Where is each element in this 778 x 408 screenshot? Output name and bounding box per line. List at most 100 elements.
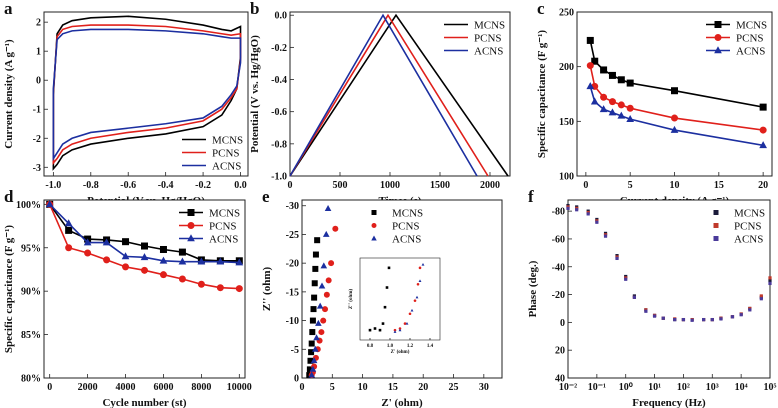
x-tick-label: 8000 xyxy=(191,382,211,393)
data-point xyxy=(309,317,316,324)
data-point xyxy=(418,266,422,270)
y-tick-label: -1.0 xyxy=(271,172,287,183)
y-tick-label: -30 xyxy=(286,201,299,212)
chart-panel: 05101520100150200250Current density (A g… xyxy=(536,0,773,207)
data-point xyxy=(178,248,186,256)
data-point xyxy=(608,98,616,106)
inset-chart: 0.8 1.0 1.2 1.4 Z' (ohm) Z'' (ohm) xyxy=(349,257,441,355)
legend-marker xyxy=(371,223,377,228)
y-tick-label: 0 xyxy=(36,76,41,87)
legend-label: MCNS xyxy=(209,208,240,220)
x-tick-label: 500 xyxy=(333,180,348,191)
y-tick-label: 0 xyxy=(560,318,565,329)
data-point xyxy=(759,141,767,149)
x-tick-label: 10¹ xyxy=(648,382,661,393)
legend-label: ACNS xyxy=(736,46,765,58)
data-point xyxy=(159,256,168,264)
y-tick-label: -10 xyxy=(286,316,299,327)
x-tick-label: 0.8 xyxy=(367,344,374,349)
data-point xyxy=(626,79,634,87)
data-point xyxy=(311,280,318,287)
series-line xyxy=(289,13,478,177)
x-tick-label: -0.6 xyxy=(120,180,136,191)
x-tick-label: 15 xyxy=(388,382,398,393)
data-point xyxy=(378,328,382,332)
data-point xyxy=(410,308,414,312)
data-point xyxy=(603,234,608,238)
x-tick-label: 10000 xyxy=(227,382,252,393)
y-tick-label: 85% xyxy=(21,330,41,341)
data-point xyxy=(178,275,186,283)
data-point xyxy=(416,282,420,286)
y-tick-label: 95% xyxy=(21,243,41,254)
data-point xyxy=(312,345,319,352)
legend-label: MCNS xyxy=(474,20,505,32)
data-point xyxy=(315,319,322,326)
legend-label: PCNS xyxy=(392,221,420,233)
data-point xyxy=(624,277,628,281)
y-tick-label: -80 xyxy=(552,207,565,218)
x-tick-label: 6000 xyxy=(153,382,173,393)
data-point xyxy=(393,330,397,333)
panel-letter: d xyxy=(4,187,14,206)
data-point xyxy=(385,286,389,289)
x-tick-label: -1.0 xyxy=(45,180,61,191)
x-tick-label: 1.0 xyxy=(387,344,394,349)
x-tick-label: 1.2 xyxy=(407,344,414,349)
data-point xyxy=(310,306,317,313)
y-axis-label: Phase (deg.) xyxy=(527,260,539,317)
data-point xyxy=(590,97,599,105)
data-point xyxy=(617,101,625,109)
data-point xyxy=(308,349,315,356)
data-point xyxy=(197,280,205,288)
x-tick-label: 5 xyxy=(628,180,633,191)
y-tick-label: 100 xyxy=(559,172,574,183)
x-tick-label: -0.4 xyxy=(158,180,174,191)
y-axis-label: Specific capacitance (F g⁻¹) xyxy=(536,30,548,158)
data-point xyxy=(197,257,206,265)
legend-marker xyxy=(714,46,722,54)
data-point xyxy=(600,66,608,74)
data-point xyxy=(312,265,319,272)
y-tick-label: 20 xyxy=(555,346,565,357)
data-point xyxy=(759,126,767,134)
y-tick-label: 90% xyxy=(21,287,41,298)
y-tick-label: -15 xyxy=(286,287,299,298)
data-point xyxy=(415,295,419,299)
y-tick-label: 200 xyxy=(559,62,574,73)
data-point xyxy=(615,256,619,261)
data-point xyxy=(652,314,657,318)
chart-panel: -1.0-0.8-0.6-0.4-0.20.0-3-2-1012Potentia… xyxy=(3,0,249,207)
data-point xyxy=(739,313,743,317)
plot-frame xyxy=(567,199,771,379)
plot-frame xyxy=(43,199,246,379)
data-point xyxy=(575,208,579,212)
data-point xyxy=(591,57,599,65)
data-point xyxy=(408,312,412,316)
y-tick-label: -40 xyxy=(552,262,565,273)
y-tick-label: -0.4 xyxy=(271,75,287,86)
x-tick-label: 5 xyxy=(330,382,335,393)
data-point xyxy=(325,277,332,284)
y-tick-label: 1 xyxy=(36,47,41,58)
chart-panel: 0 2000 4000 6000 8000 10000 80% 85% 90% 95% 100% Cy… xyxy=(3,187,252,408)
data-point xyxy=(140,253,149,261)
data-point xyxy=(323,291,330,298)
data-point xyxy=(599,105,608,113)
data-point xyxy=(398,328,402,332)
y-tick-label: 250 xyxy=(559,8,574,19)
legend-marker xyxy=(713,210,719,215)
data-point xyxy=(768,279,772,283)
data-point xyxy=(617,76,625,84)
data-point xyxy=(320,317,327,324)
series-line xyxy=(289,13,509,177)
data-point xyxy=(235,258,244,266)
data-point xyxy=(681,317,686,322)
x-tick-label: -0.8 xyxy=(83,180,99,191)
data-point xyxy=(608,108,617,116)
panel-letter: b xyxy=(250,0,259,18)
legend-marker xyxy=(187,234,195,242)
x-axis-label: Z' (ohm) xyxy=(381,397,423,408)
data-point xyxy=(759,103,767,111)
data-point xyxy=(368,328,372,332)
